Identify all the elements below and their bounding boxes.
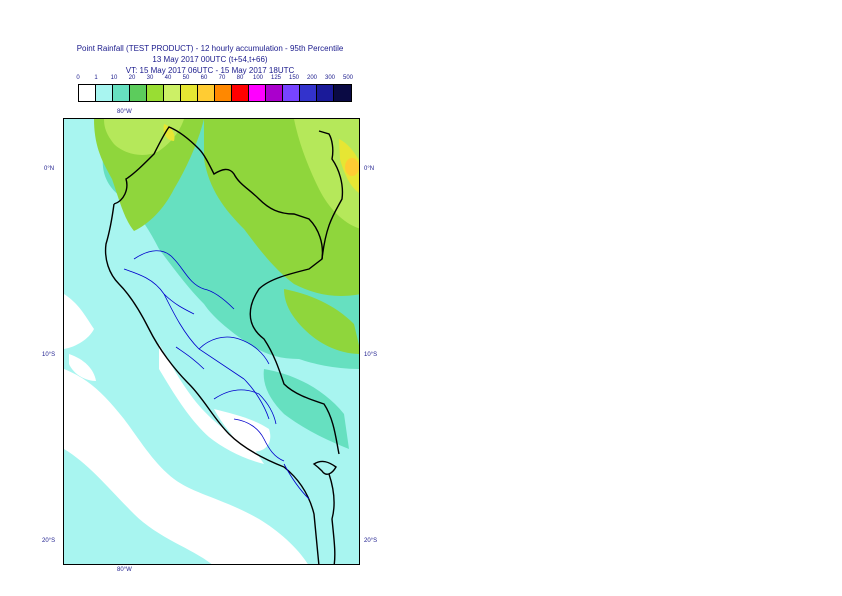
title-line-2: 13 May 2017 00UTC (t+54,t+66): [152, 55, 268, 64]
region-border: [243, 378, 270, 420]
legend-tick: 80: [236, 75, 244, 81]
legend-swatch: [181, 85, 198, 101]
coastline: [104, 203, 320, 564]
legend-tick: 30: [146, 75, 154, 81]
legend-tick: 200: [306, 75, 318, 81]
lon-label-top: 80°W: [117, 109, 132, 115]
national-border: [328, 473, 336, 564]
legend-tick: 40: [164, 75, 172, 81]
legend-swatch: [317, 85, 334, 101]
region-border: [175, 346, 205, 370]
legend-tick: 60: [200, 75, 208, 81]
dry-patch: [64, 369, 308, 564]
lat-label-left: 20°S: [42, 538, 56, 544]
legend-swatch: [79, 85, 96, 101]
lat-label-left: 10°S: [42, 352, 56, 358]
legend-swatch: [232, 85, 249, 101]
rain-zone-20-30: [284, 289, 359, 354]
dry-patch: [64, 294, 94, 349]
national-border: [312, 460, 337, 475]
legend-swatch: [300, 85, 317, 101]
title-line-3: VT: 15 May 2017 06UTC - 15 May 2017 18UT…: [125, 66, 295, 75]
map-title: Point Rainfall (TEST PRODUCT) - 12 hourl…: [52, 43, 368, 76]
legend-color-bar: [78, 84, 352, 102]
region-border: [133, 250, 235, 310]
legend-tick: 150: [288, 75, 300, 81]
rain-zone-peak: [345, 158, 359, 176]
legend-swatch: [283, 85, 300, 101]
dry-patch: [69, 354, 96, 381]
region-border: [283, 463, 310, 500]
legend-tick-labels: 0 1 10 20 30 40 50 60 70 80 100 125 150 …: [70, 75, 360, 84]
legend-swatch: [215, 85, 232, 101]
legend-tick: 100: [252, 75, 264, 81]
rain-zone-high: [163, 124, 175, 141]
legend-swatch: [266, 85, 283, 101]
national-border: [318, 130, 344, 260]
lat-label-right: 20°S: [364, 538, 378, 544]
map-canvas: [64, 119, 359, 564]
rain-zone-10-20: [263, 369, 349, 449]
region-border: [233, 418, 285, 462]
national-border: [113, 126, 340, 455]
region-border: [198, 336, 270, 365]
legend-tick: 125: [270, 75, 282, 81]
legend-swatch: [147, 85, 164, 101]
legend-swatch: [96, 85, 113, 101]
lon-label-bottom: 80°W: [117, 567, 132, 573]
legend-tick: 300: [324, 75, 336, 81]
legend-tick: 10: [110, 75, 118, 81]
legend-swatch: [249, 85, 266, 101]
legend-swatch: [334, 85, 351, 101]
rainfall-map[interactable]: [63, 118, 360, 565]
lat-label-right: 0°N: [364, 166, 375, 172]
region-border: [213, 389, 277, 425]
legend-tick: 500: [342, 75, 354, 81]
legend-tick: 70: [218, 75, 226, 81]
legend-tick: 20: [128, 75, 136, 81]
title-line-1: Point Rainfall (TEST PRODUCT) - 12 hourl…: [76, 44, 344, 53]
legend-tick: 1: [94, 75, 98, 81]
legend-tick: 50: [182, 75, 190, 81]
legend-swatch: [198, 85, 215, 101]
lat-label-left: 0°N: [44, 166, 55, 172]
dry-patch: [214, 409, 271, 452]
legend-tick: 0: [76, 75, 80, 81]
legend-swatch: [164, 85, 181, 101]
legend-swatch: [113, 85, 130, 101]
lat-label-right: 10°S: [364, 352, 378, 358]
legend-swatch: [130, 85, 147, 101]
